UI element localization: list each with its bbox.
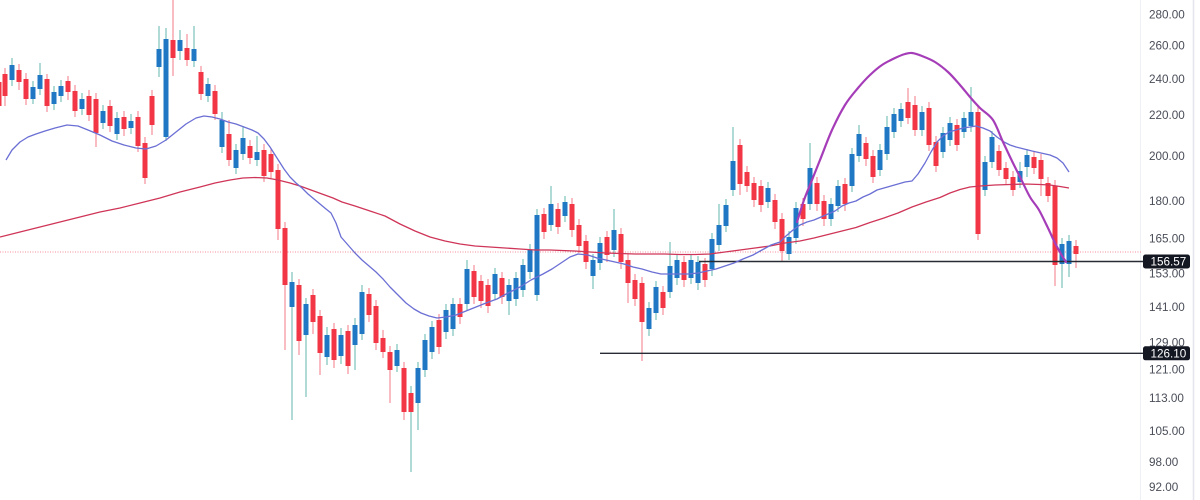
svg-text:105.00: 105.00 [1149,425,1185,438]
svg-text:113.00: 113.00 [1149,392,1184,405]
svg-text:220.00: 220.00 [1149,109,1185,122]
svg-text:92.00: 92.00 [1149,481,1179,494]
svg-text:156.57: 156.57 [1151,256,1187,269]
svg-text:126.10: 126.10 [1151,347,1187,360]
svg-text:129.00: 129.00 [1149,337,1185,350]
svg-text:280.00: 280.00 [1149,8,1185,21]
svg-text:240.00: 240.00 [1149,73,1185,86]
svg-text:165.00: 165.00 [1149,233,1185,246]
svg-text:141.00: 141.00 [1149,301,1185,314]
svg-text:260.00: 260.00 [1149,40,1185,53]
svg-text:180.00: 180.00 [1149,195,1185,208]
svg-text:121.00: 121.00 [1149,364,1185,377]
svg-text:98.00: 98.00 [1149,456,1179,469]
svg-text:153.00: 153.00 [1149,268,1185,281]
svg-text:200.00: 200.00 [1149,150,1185,163]
